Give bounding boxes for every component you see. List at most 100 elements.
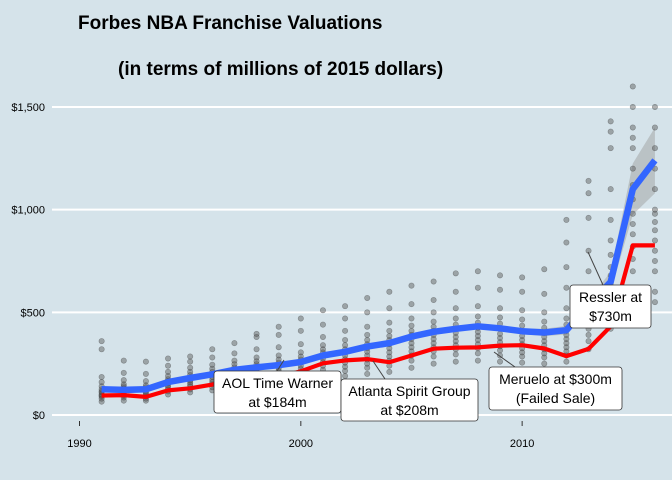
data-point-2007-10 [452,305,459,312]
data-point-1997-9 [231,357,238,364]
data-point-1991-11 [98,346,105,353]
chart-title: Forbes NBA Franchise Valuations [78,13,382,34]
data-point-2009-6 [497,330,504,337]
data-point-2001-10 [319,333,326,340]
data-point-2003-11 [364,309,371,316]
data-point-2007-9 [452,315,459,322]
data-point-2004-4 [386,349,393,356]
data-point-2002-8 [342,342,349,349]
data-point-2016-7 [651,218,658,225]
data-point-2016-14 [651,104,658,111]
data-point-1995-11 [187,353,194,360]
y-tick-label-2: $1,000 [11,205,45,217]
data-point-2012-10 [563,305,570,312]
data-point-2005-12 [408,282,415,289]
data-point-2009-11 [497,286,504,293]
data-point-2004-10 [386,319,393,326]
series-lines [101,158,658,399]
data-point-2002-1 [342,367,349,374]
data-point-2016-5 [651,237,658,244]
data-point-2004-8 [386,332,393,339]
data-point-2005-10 [408,315,415,322]
data-point-2014-13 [607,128,614,135]
data-point-2003-1 [364,364,371,371]
data-point-2005-1 [408,357,415,364]
data-point-2016-1 [651,288,658,295]
data-point-2007-0 [452,358,459,365]
data-point-1995-10 [187,358,194,365]
data-point-2016-13 [651,124,658,131]
data-point-2008-10 [474,303,481,310]
data-point-2013-12 [585,214,592,221]
y-axis: $0 $500 $1,000 $1,500 [11,102,45,422]
data-point-1998-8 [253,358,260,365]
data-point-2005-8 [408,327,415,334]
data-point-2014-10 [607,216,614,223]
annotation-text-3-1: $730m [589,308,632,324]
data-point-2000-12 [297,315,304,322]
data-point-1998-10 [253,346,260,353]
data-point-2005-5 [408,340,415,347]
data-point-1999-9 [275,352,282,359]
data-point-2006-11 [430,297,437,304]
annotation-leader-2 [493,351,516,368]
data-point-2012-4 [563,340,570,347]
data-point-2016-12 [651,145,658,152]
data-point-2016-2 [651,268,658,275]
annotation-text-0-0: AOL Time Warner [222,375,333,391]
data-point-2004-11 [386,305,393,312]
data-point-2004-9 [386,327,393,334]
data-point-2016-9 [651,206,658,213]
data-point-2014-12 [607,145,614,152]
data-point-2010-5 [519,337,526,344]
data-point-1991-0 [98,398,105,405]
data-point-2006-1 [430,353,437,360]
data-point-2002-9 [342,337,349,344]
data-point-2008-12 [474,268,481,275]
data-point-2001-9 [319,342,326,349]
data-point-1991-12 [98,338,105,345]
data-point-2010-8 [519,322,526,329]
data-point-2000-10 [297,341,304,348]
data-point-1991-9 [98,379,105,386]
data-point-2001-12 [319,307,326,314]
data-point-1996-10 [209,354,216,361]
data-point-2013-10 [585,268,592,275]
data-point-2016-8 [651,210,658,217]
data-point-1992-11 [120,357,127,364]
data-point-2008-5 [474,332,481,339]
data-point-2013-14 [585,177,592,184]
data-point-1993-9 [142,378,149,385]
data-point-2014-14 [607,118,614,125]
data-point-2003-9 [364,331,371,338]
x-axis: 1990 2000 2010 [67,421,534,450]
scatter-points [98,83,658,405]
data-point-2016-0 [651,299,658,306]
data-point-2009-5 [497,334,504,341]
data-point-2004-12 [386,288,393,295]
data-point-2015-0 [629,268,636,275]
data-point-2009-12 [497,272,504,279]
data-point-1991-10 [98,374,105,381]
data-point-1992-0 [120,397,127,404]
data-point-1993-11 [142,358,149,365]
data-point-2012-3 [563,344,570,351]
data-point-2008-1 [474,350,481,357]
data-point-2010-1 [519,353,526,360]
data-point-1998-11 [253,333,260,340]
data-point-2005-9 [408,322,415,329]
data-point-2015-10 [629,134,636,141]
data-point-2004-3 [386,353,393,360]
y-tick-label-3: $1,500 [11,102,45,114]
data-point-2008-0 [474,357,481,364]
data-point-1995-8 [187,368,194,375]
data-point-2011-1 [541,354,548,361]
data-point-2014-11 [607,186,614,193]
data-point-2011-12 [541,266,548,273]
data-point-1996-9 [209,361,216,368]
data-point-2015-13 [629,83,636,90]
data-point-2000-11 [297,327,304,334]
data-point-2008-9 [474,313,481,320]
y-tick-label-0: $0 [33,410,45,422]
data-point-2010-12 [519,274,526,281]
